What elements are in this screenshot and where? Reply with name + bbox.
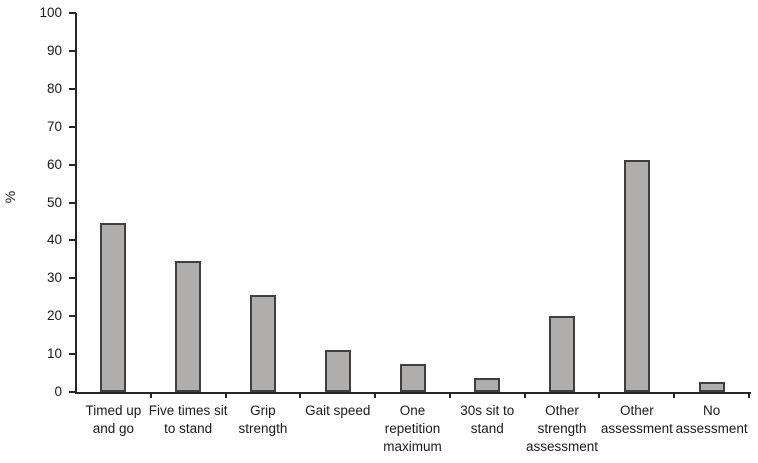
x-category-label: Gait speed [305,403,371,418]
bar [698,382,725,392]
y-tick-mark [69,12,76,14]
x-tick-mark [748,392,750,398]
x-tick-mark [523,392,526,398]
x-category-label: 30s sit to stand [460,403,515,436]
x-tick-mark [673,392,676,398]
x-category-label: Five times sit to stand [148,403,228,436]
x-axis-line [75,392,751,394]
bar [474,377,501,392]
y-tick-mark [69,277,76,280]
y-tick-label: 20 [46,308,62,324]
y-tick-label: 10 [46,346,62,362]
y-tick-label: 50 [46,194,62,210]
x-tick-mark [299,392,302,398]
x-tick-mark [149,392,152,398]
bar [549,315,576,392]
bar [175,261,202,392]
y-tick-label: 70 [46,118,62,134]
x-tick-mark [598,392,601,398]
bar [399,363,426,392]
x-tick-mark [448,392,451,398]
x-category-label: Other strength assessment [526,403,599,454]
y-axis-line [75,13,77,394]
x-category-label: One repetition maximum [383,403,442,454]
y-axis-title: % [2,190,18,204]
x-category-label: Grip strength [238,403,288,436]
y-tick-mark [69,353,76,356]
y-tick-label: 40 [46,232,62,248]
y-tick-mark [69,125,76,128]
bar [623,160,650,392]
bar [249,295,276,392]
y-tick-mark [69,49,76,52]
y-tick-label: 60 [46,156,62,172]
y-tick-mark [69,239,76,242]
x-category-label: No assessment [675,403,748,436]
x-category-label: Other assessment [600,403,673,436]
bar [324,349,351,392]
bar [100,223,127,392]
y-tick-label: 90 [46,42,62,58]
y-tick-label: 80 [46,80,62,96]
y-tick-mark [69,163,76,166]
y-tick-mark [69,87,76,90]
x-tick-mark [374,392,377,398]
x-tick-mark [224,392,227,398]
y-tick-label: 30 [46,270,62,286]
y-tick-label: 100 [39,5,62,20]
y-tick-mark [69,315,76,318]
y-tick-mark [69,391,76,393]
y-tick-mark [69,201,76,204]
y-tick-label: 0 [54,384,62,399]
x-category-label: Timed up and go [85,403,142,436]
